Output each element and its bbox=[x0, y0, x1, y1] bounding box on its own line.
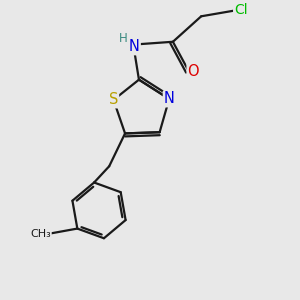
Text: S: S bbox=[109, 92, 118, 107]
Text: H: H bbox=[119, 32, 128, 45]
Text: N: N bbox=[164, 92, 175, 106]
Text: O: O bbox=[188, 64, 199, 79]
Text: CH₃: CH₃ bbox=[30, 229, 51, 239]
Text: N: N bbox=[129, 39, 140, 54]
Text: Cl: Cl bbox=[234, 2, 247, 16]
